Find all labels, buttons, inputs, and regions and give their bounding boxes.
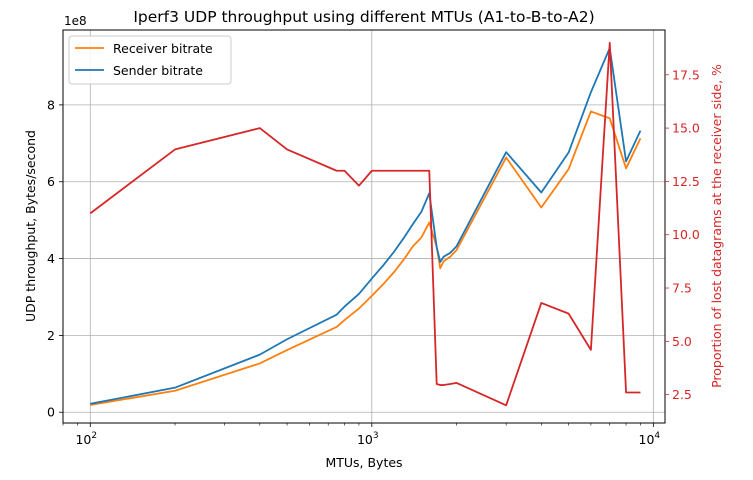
y-axis-label: UDP throughput, Bytes/second [23,130,38,322]
y2-tick-label: 15.0 [672,121,700,136]
y-tick-label: 0 [47,405,55,420]
y2-tick-label: 17.5 [672,67,700,82]
legend-box [68,35,232,85]
y2-tick-label: 10.0 [672,227,700,242]
legend-label-receiver: Receiver bitrate [113,41,213,56]
plot-frame [62,29,666,424]
y-tick-label: 8 [47,97,55,112]
y2-tick-label: 5.0 [672,334,692,349]
y2-tick-label: 12.5 [672,174,700,189]
series-line-sender-bitrate [90,47,642,405]
grid-lines [63,30,665,423]
y-tick-label: 6 [47,174,55,189]
y2-axis-label: Proportion of lost datagrams at the rece… [709,64,724,388]
y-tick-label: 2 [47,328,55,343]
legend: Receiver bitrate Sender bitrate [68,35,232,85]
series-line-receiver-bitrate [90,110,642,406]
chart-title: Iperf3 UDP throughput using different MT… [133,8,594,26]
plot-series [89,41,642,407]
legend-label-sender: Sender bitrate [113,63,203,78]
y-tick-label: 4 [47,251,55,266]
y-axis-offset-label: 1e8 [64,14,87,28]
y2-tick-label: 7.5 [672,281,692,296]
y2-tick-label: 2.5 [672,387,692,402]
x-axis-label: MTUs, Bytes [325,455,402,470]
series-line-lost-datagrams [89,41,641,407]
